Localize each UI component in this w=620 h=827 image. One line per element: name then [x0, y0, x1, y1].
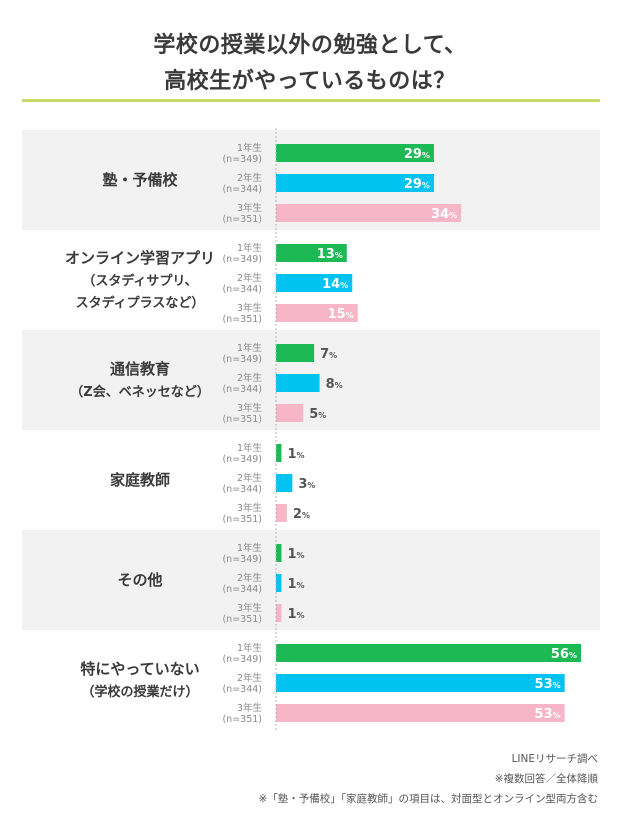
data-label-other-year3: 1%	[287, 607, 304, 622]
data-label-nothing-year1: 56%	[551, 647, 577, 662]
series-label-n: (n=349)	[222, 654, 262, 665]
bar-juku-yobiko-year1	[276, 144, 434, 162]
bar-juku-yobiko-year3	[276, 204, 462, 222]
series-label-n: (n=349)	[222, 354, 262, 365]
data-label-nothing-year2: 53%	[535, 677, 561, 692]
series-label-n: (n=351)	[222, 714, 262, 725]
bar-other-year1	[276, 544, 282, 562]
series-label-n: (n=351)	[222, 414, 262, 425]
bar-katei-kyoshi-year2	[276, 474, 293, 492]
footnote-multiple-answers: ※複数回答／全体降順	[494, 773, 598, 785]
data-label-online-app-year1: 13%	[317, 247, 343, 262]
series-label-n: (n=349)	[222, 554, 262, 565]
group-band	[22, 530, 600, 630]
data-label-online-app-year2: 14%	[322, 277, 348, 292]
series-label-year: 1年生	[237, 442, 263, 454]
series-label-year: 3年生	[237, 302, 263, 314]
series-label-n: (n=344)	[222, 184, 262, 195]
category-label-nothing: 特にやっていない	[80, 660, 199, 678]
data-label-juku-yobiko-year2: 29%	[404, 177, 430, 192]
category-label-tsushin: 通信教育	[110, 360, 170, 378]
bar-juku-yobiko-year2	[276, 174, 434, 192]
data-label-katei-kyoshi-year1: 1%	[287, 447, 304, 462]
series-label-year: 1年生	[237, 342, 263, 354]
series-label-year: 2年生	[237, 672, 263, 684]
series-label-n: (n=344)	[222, 684, 262, 695]
chart-title-line-1: 学校の授業以外の勉強として、	[153, 33, 467, 58]
data-label-tsushin-year1: 7%	[320, 347, 337, 362]
series-label-n: (n=344)	[222, 584, 262, 595]
series-label-year: 2年生	[237, 572, 263, 584]
series-label-year: 1年生	[237, 242, 263, 254]
bar-nothing-year1	[276, 644, 581, 662]
footnote-item-scope: ※「塾・予備校」「家庭教師」の項目は、対面型とオンライン型両方含む	[258, 793, 598, 805]
data-label-other-year2: 1%	[287, 577, 304, 592]
bar-online-app-year3	[276, 304, 358, 322]
series-label-n: (n=351)	[222, 314, 262, 325]
bar-nothing-year2	[276, 674, 565, 692]
series-label-n: (n=349)	[222, 254, 262, 265]
data-label-tsushin-year3: 5%	[309, 407, 326, 422]
series-label-n: (n=344)	[222, 484, 262, 495]
series-label-year: 2年生	[237, 172, 263, 184]
data-label-katei-kyoshi-year2: 3%	[298, 477, 315, 492]
series-label-year: 3年生	[237, 502, 263, 514]
series-label-year: 2年生	[237, 472, 263, 484]
series-label-n: (n=351)	[222, 214, 262, 225]
series-label-n: (n=344)	[222, 284, 262, 295]
data-label-juku-yobiko-year3: 34%	[431, 207, 457, 222]
series-label-year: 1年生	[237, 642, 263, 654]
bar-online-app-year1	[276, 244, 347, 262]
series-label-n: (n=344)	[222, 384, 262, 395]
bar-tsushin-year2	[276, 374, 320, 392]
data-label-nothing-year3: 53%	[535, 707, 561, 722]
series-label-year: 3年生	[237, 402, 263, 414]
series-label-year: 3年生	[237, 702, 263, 714]
category-label-tsushin-line2: （Z会、ベネッセなど）	[70, 384, 209, 400]
data-label-juku-yobiko-year1: 29%	[404, 147, 430, 162]
series-label-year: 1年生	[237, 542, 263, 554]
bar-katei-kyoshi-year3	[276, 504, 287, 522]
source-note: LINEリサーチ調べ	[511, 753, 598, 765]
series-label-year: 3年生	[237, 602, 263, 614]
category-label-nothing-line2: （学校の授業だけ）	[81, 684, 198, 700]
category-label-online-app-line3: スタディプラスなど）	[76, 295, 205, 311]
series-label-year: 2年生	[237, 372, 263, 384]
series-label-year: 2年生	[237, 272, 263, 284]
series-label-n: (n=349)	[222, 154, 262, 165]
title-divider	[22, 99, 600, 102]
series-label-n: (n=349)	[222, 454, 262, 465]
series-label-year: 3年生	[237, 202, 263, 214]
data-label-katei-kyoshi-year3: 2%	[293, 507, 310, 522]
category-label-other: その他	[117, 571, 162, 589]
bar-other-year2	[276, 574, 282, 592]
data-label-online-app-year3: 15%	[328, 307, 354, 322]
bar-tsushin-year3	[276, 404, 304, 422]
bar-tsushin-year1	[276, 344, 315, 362]
data-label-other-year1: 1%	[287, 547, 304, 562]
category-label-katei-kyoshi: 家庭教師	[110, 471, 170, 489]
chart-title-line-2: 高校生がやっているものは？	[164, 69, 456, 94]
bar-online-app-year2	[276, 274, 353, 292]
series-label-n: (n=351)	[222, 514, 262, 525]
bar-other-year3	[276, 604, 282, 622]
data-label-tsushin-year2: 8%	[326, 377, 343, 392]
category-label-online-app-line2: （スタディサプリ、	[82, 273, 197, 289]
series-label-year: 1年生	[237, 142, 263, 154]
category-label-online-app: オンライン学習アプリ	[65, 249, 215, 267]
category-label-juku-yobiko: 塾・予備校	[102, 171, 178, 189]
bar-katei-kyoshi-year1	[276, 444, 282, 462]
bar-nothing-year3	[276, 704, 565, 722]
series-label-n: (n=351)	[222, 614, 262, 625]
